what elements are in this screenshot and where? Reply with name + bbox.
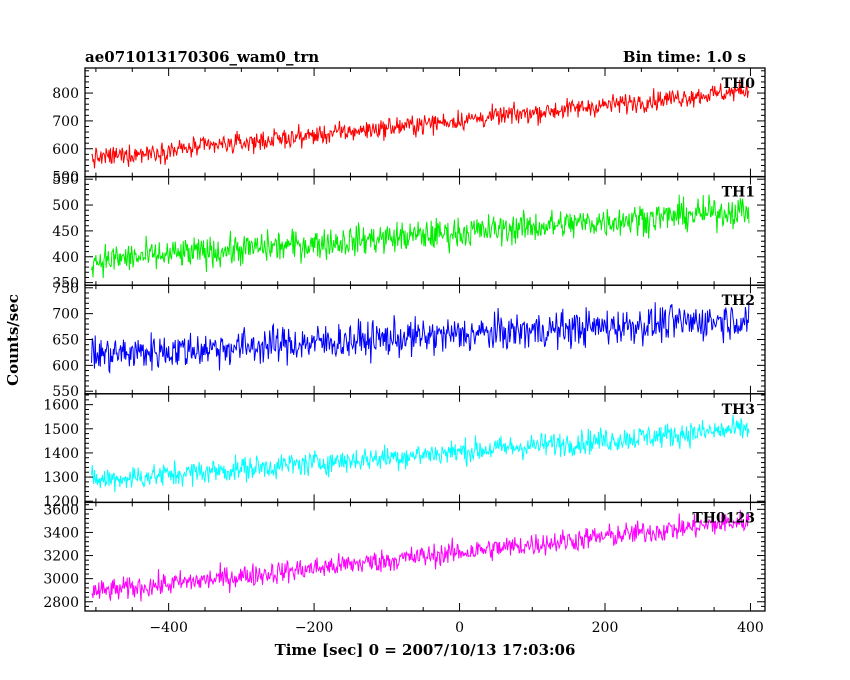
panel-frame xyxy=(84,175,766,286)
bin-time-label: Bin time: 1.0 s xyxy=(623,48,746,66)
y-tick-label: 1600 xyxy=(43,398,79,414)
x-tick-label: −400 xyxy=(149,620,187,636)
panel-label: TH0123 xyxy=(692,510,755,526)
y-tick-label: 3000 xyxy=(43,572,79,588)
x-axis-title: Time [sec] 0 = 2007/10/13 17:03:06 xyxy=(275,641,576,659)
x-axis: −400 −200 0 200 400 xyxy=(149,620,763,636)
panel-th0: 500 600 700 800 TH0 xyxy=(52,67,766,186)
panel-label: TH1 xyxy=(722,185,755,201)
panel-label: TH2 xyxy=(722,293,755,309)
panel-label: TH0 xyxy=(722,76,756,92)
panel-th3: 1200 1300 1400 1500 1600 TH3 xyxy=(43,393,766,510)
y-tick-label: 1200 xyxy=(43,494,79,510)
panel-frame xyxy=(84,501,766,612)
y-tick-label: 3400 xyxy=(43,525,79,541)
x-tick-label: −200 xyxy=(295,620,333,636)
y-tick-label: 700 xyxy=(52,307,79,323)
y-tick-label: 1500 xyxy=(43,422,79,438)
y-tick-label: 550 xyxy=(52,172,79,188)
y-tick-label: 2800 xyxy=(43,595,79,611)
x-tick-label: 0 xyxy=(455,620,464,636)
y-tick-label: 600 xyxy=(52,358,79,374)
y-tick-label: 3200 xyxy=(43,549,79,565)
y-tick-label: 750 xyxy=(52,281,79,297)
panel-th2: 550 600 650 700 750 TH2 xyxy=(52,281,766,400)
y-tick-label: 650 xyxy=(52,333,79,349)
y-tick-label: 400 xyxy=(52,250,79,266)
y-tick-label: 350 xyxy=(52,276,79,292)
y-tick-label: 800 xyxy=(52,86,79,102)
y-axis-title: Counts/sec xyxy=(4,294,22,386)
x-tick-label: 200 xyxy=(592,620,619,636)
series-line-th0 xyxy=(91,79,750,169)
series-line-th3 xyxy=(91,414,750,493)
panels-group: 500600700800TH0350400450500550TH15506006… xyxy=(43,67,766,612)
y-tick-label: 1400 xyxy=(43,446,79,462)
series-line-th1 xyxy=(91,194,750,279)
y-tick-label: 1300 xyxy=(43,470,79,486)
series-line-th0123 xyxy=(91,510,750,602)
y-tick-label: 500 xyxy=(52,170,79,186)
panel-label: TH3 xyxy=(722,402,755,418)
chart-title: ae071013170306_wam0_trn xyxy=(85,48,319,66)
y-tick-label: 450 xyxy=(52,224,79,240)
panel-frame xyxy=(84,393,766,504)
y-tick-label: 700 xyxy=(52,114,79,130)
x-tick-label: 400 xyxy=(737,620,764,636)
panel-th0123: 2800 3000 3200 3400 3600 TH0123 xyxy=(43,501,766,612)
y-tick-label: 500 xyxy=(52,198,79,214)
panel-frame xyxy=(84,67,766,178)
y-tick-label: 550 xyxy=(52,384,79,400)
y-tick-label: 3600 xyxy=(43,502,79,518)
series-line-th2 xyxy=(91,300,750,375)
y-tick-label: 600 xyxy=(52,142,79,158)
